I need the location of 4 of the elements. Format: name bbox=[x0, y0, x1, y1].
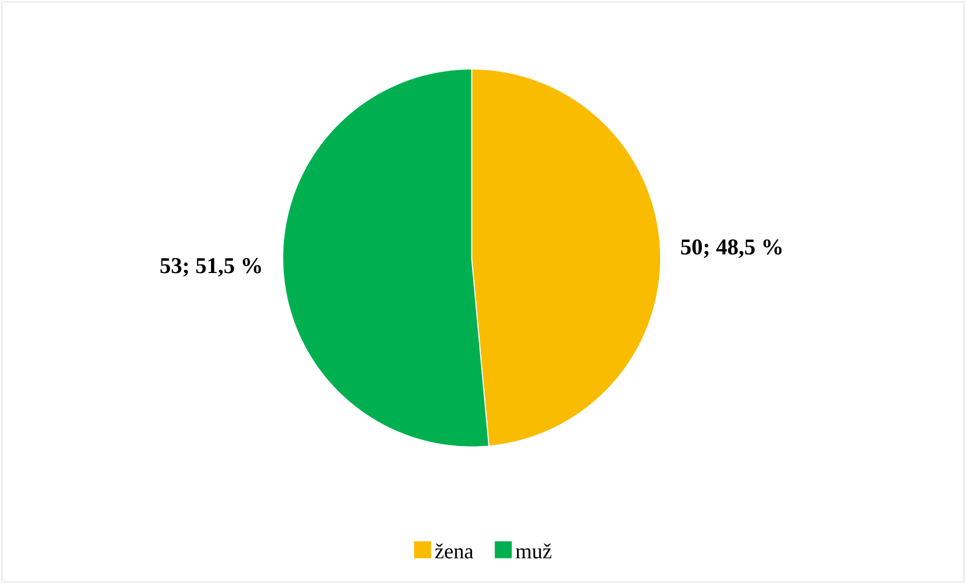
data-label: 53; 51,5 % bbox=[160, 258, 261, 277]
legend-label: muž bbox=[516, 544, 552, 559]
data-label: 50; 48,5 % bbox=[681, 239, 782, 258]
legend-label: žena bbox=[435, 544, 474, 559]
